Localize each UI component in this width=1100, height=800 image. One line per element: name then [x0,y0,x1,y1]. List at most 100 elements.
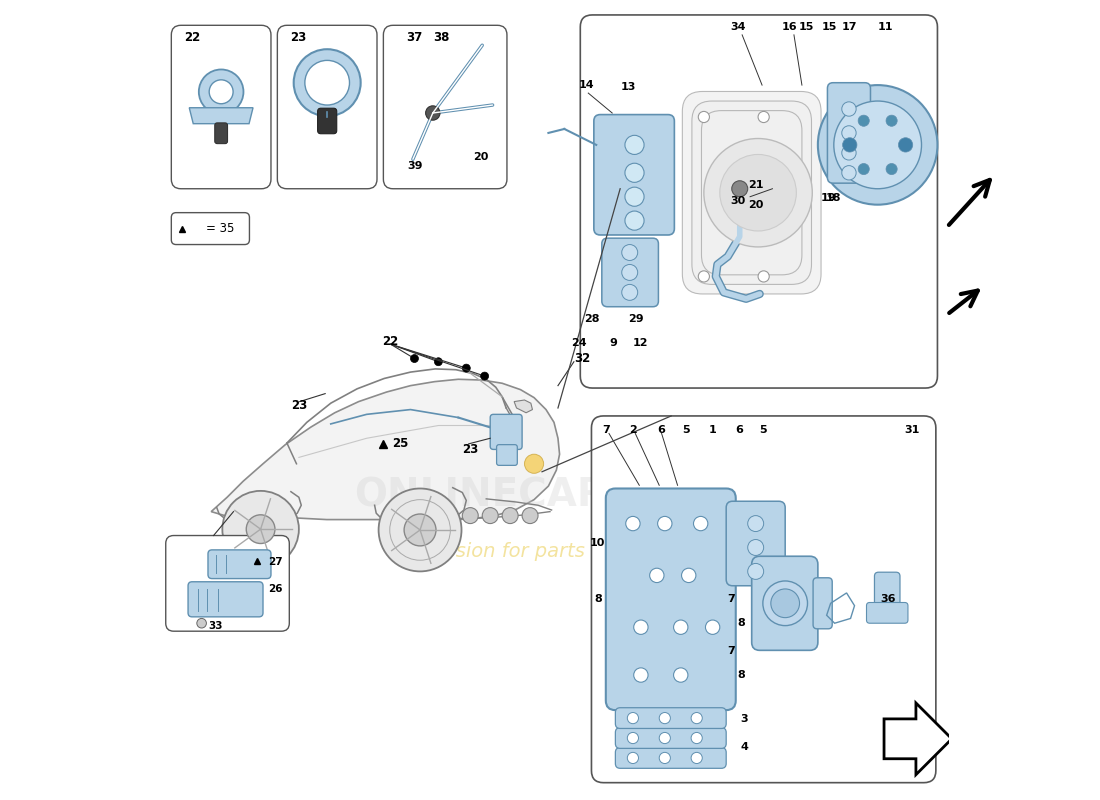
Circle shape [818,85,937,205]
Text: 23: 23 [290,399,307,412]
Text: 1: 1 [708,426,716,435]
Circle shape [462,364,471,372]
Text: 28: 28 [584,314,600,324]
Text: 13: 13 [620,82,636,93]
Circle shape [621,285,638,300]
Circle shape [698,111,710,122]
Circle shape [771,589,800,618]
Circle shape [650,568,664,582]
Circle shape [758,111,769,122]
Text: 29: 29 [628,314,643,324]
FancyBboxPatch shape [214,123,228,144]
Text: 5: 5 [682,426,690,435]
FancyBboxPatch shape [867,602,908,623]
Circle shape [691,752,702,763]
Text: a passion for parts since 1985: a passion for parts since 1985 [403,542,697,561]
Circle shape [748,515,763,531]
Text: 11: 11 [878,22,893,32]
Text: 22: 22 [184,30,200,44]
Polygon shape [189,108,253,124]
Text: 23: 23 [462,443,478,456]
FancyBboxPatch shape [874,572,900,609]
Circle shape [625,163,645,182]
FancyBboxPatch shape [606,489,736,710]
Text: 24: 24 [571,338,586,347]
Circle shape [858,115,869,126]
Circle shape [705,620,719,634]
Text: 34: 34 [730,22,746,32]
FancyBboxPatch shape [188,582,263,617]
Circle shape [748,539,763,555]
FancyBboxPatch shape [581,15,937,388]
Circle shape [834,101,922,189]
Text: 31: 31 [904,426,920,435]
Circle shape [659,752,670,763]
Circle shape [378,489,462,571]
Circle shape [691,733,702,744]
Circle shape [404,514,436,546]
Text: 37: 37 [406,30,422,44]
Circle shape [691,713,702,724]
FancyBboxPatch shape [594,114,674,235]
Circle shape [673,620,688,634]
Circle shape [842,146,856,160]
Circle shape [621,265,638,281]
FancyBboxPatch shape [751,556,818,650]
Circle shape [209,80,233,104]
Text: 8: 8 [594,594,602,604]
Text: 7: 7 [602,426,609,435]
Circle shape [525,454,543,474]
FancyBboxPatch shape [682,91,821,294]
FancyBboxPatch shape [615,747,726,768]
Circle shape [658,516,672,530]
Circle shape [434,358,442,366]
Text: 17: 17 [842,22,858,32]
Text: 22: 22 [383,334,398,347]
Text: 8: 8 [737,618,745,628]
Circle shape [197,618,207,628]
Text: 7: 7 [727,594,735,604]
Circle shape [634,668,648,682]
Circle shape [503,508,518,523]
Circle shape [843,138,857,152]
Text: 23: 23 [290,30,307,44]
Circle shape [462,508,478,523]
Circle shape [199,70,243,114]
Text: 16: 16 [782,22,797,32]
Circle shape [842,166,856,180]
Circle shape [732,181,748,197]
Text: 9: 9 [609,338,618,347]
Text: 10: 10 [590,538,605,549]
Text: = 35: = 35 [206,222,234,235]
Text: ONLINECARPARTS: ONLINECARPARTS [354,477,746,514]
Circle shape [886,115,898,126]
Circle shape [634,620,648,634]
Text: 3: 3 [740,714,748,724]
Circle shape [305,60,350,105]
Text: 7: 7 [727,646,735,656]
FancyBboxPatch shape [208,550,271,578]
FancyBboxPatch shape [172,26,271,189]
Circle shape [627,713,638,724]
Circle shape [410,354,418,362]
FancyBboxPatch shape [615,728,726,748]
FancyBboxPatch shape [692,101,812,285]
FancyBboxPatch shape [827,82,870,183]
Circle shape [522,508,538,523]
FancyBboxPatch shape [615,708,726,729]
Circle shape [621,245,638,261]
Text: 20: 20 [473,152,488,162]
Polygon shape [514,400,532,413]
Polygon shape [884,703,952,774]
FancyBboxPatch shape [277,26,377,189]
Text: 36: 36 [880,594,895,604]
Circle shape [426,106,440,120]
Circle shape [682,568,696,582]
Circle shape [763,581,807,626]
Polygon shape [211,379,560,519]
Circle shape [625,211,645,230]
Text: 14: 14 [579,80,594,90]
Text: 4: 4 [740,742,748,752]
Circle shape [704,138,812,247]
Text: 20: 20 [748,200,763,210]
